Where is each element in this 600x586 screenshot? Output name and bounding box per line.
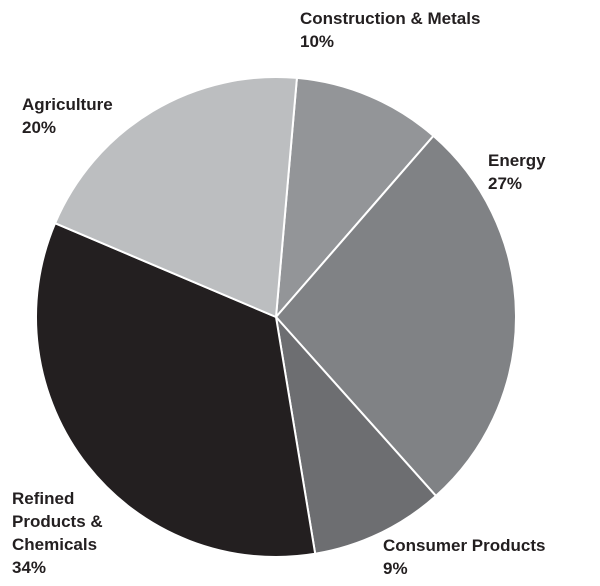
label-refined-products-chemicals: Refined Products & Chemicals 34% — [12, 489, 103, 577]
label-consumer-products-percent: 9% — [383, 559, 408, 578]
label-agriculture-name: Agriculture — [22, 95, 113, 114]
label-energy: Energy 27% — [488, 151, 550, 193]
label-agriculture-percent: 20% — [22, 118, 56, 137]
pie-slice-agriculture — [53, 76, 299, 319]
label-consumer-products-name: Consumer Products — [383, 536, 545, 555]
pie-slice-refined-products-chemicals — [35, 221, 317, 559]
label-energy-name: Energy — [488, 151, 546, 170]
label-refined-line-2: Products & — [12, 512, 103, 531]
label-construction-metals-percent: 10% — [300, 32, 334, 51]
label-refined-line-1: Refined — [12, 489, 74, 508]
label-refined-line-3: Chemicals — [12, 535, 97, 554]
pie-slice-construction-metals — [274, 76, 435, 320]
pie-slice-energy — [274, 134, 517, 498]
label-construction-metals-name: Construction & Metals — [300, 9, 480, 28]
label-energy-percent: 27% — [488, 174, 522, 193]
label-refined-percent: 34% — [12, 558, 46, 577]
label-construction-metals: Construction & Metals 10% — [300, 9, 485, 51]
label-agriculture: Agriculture 20% — [22, 95, 117, 137]
label-consumer-products: Consumer Products 9% — [383, 536, 550, 578]
pie-slice-consumer-products — [274, 313, 438, 555]
pie-slices — [35, 76, 517, 559]
